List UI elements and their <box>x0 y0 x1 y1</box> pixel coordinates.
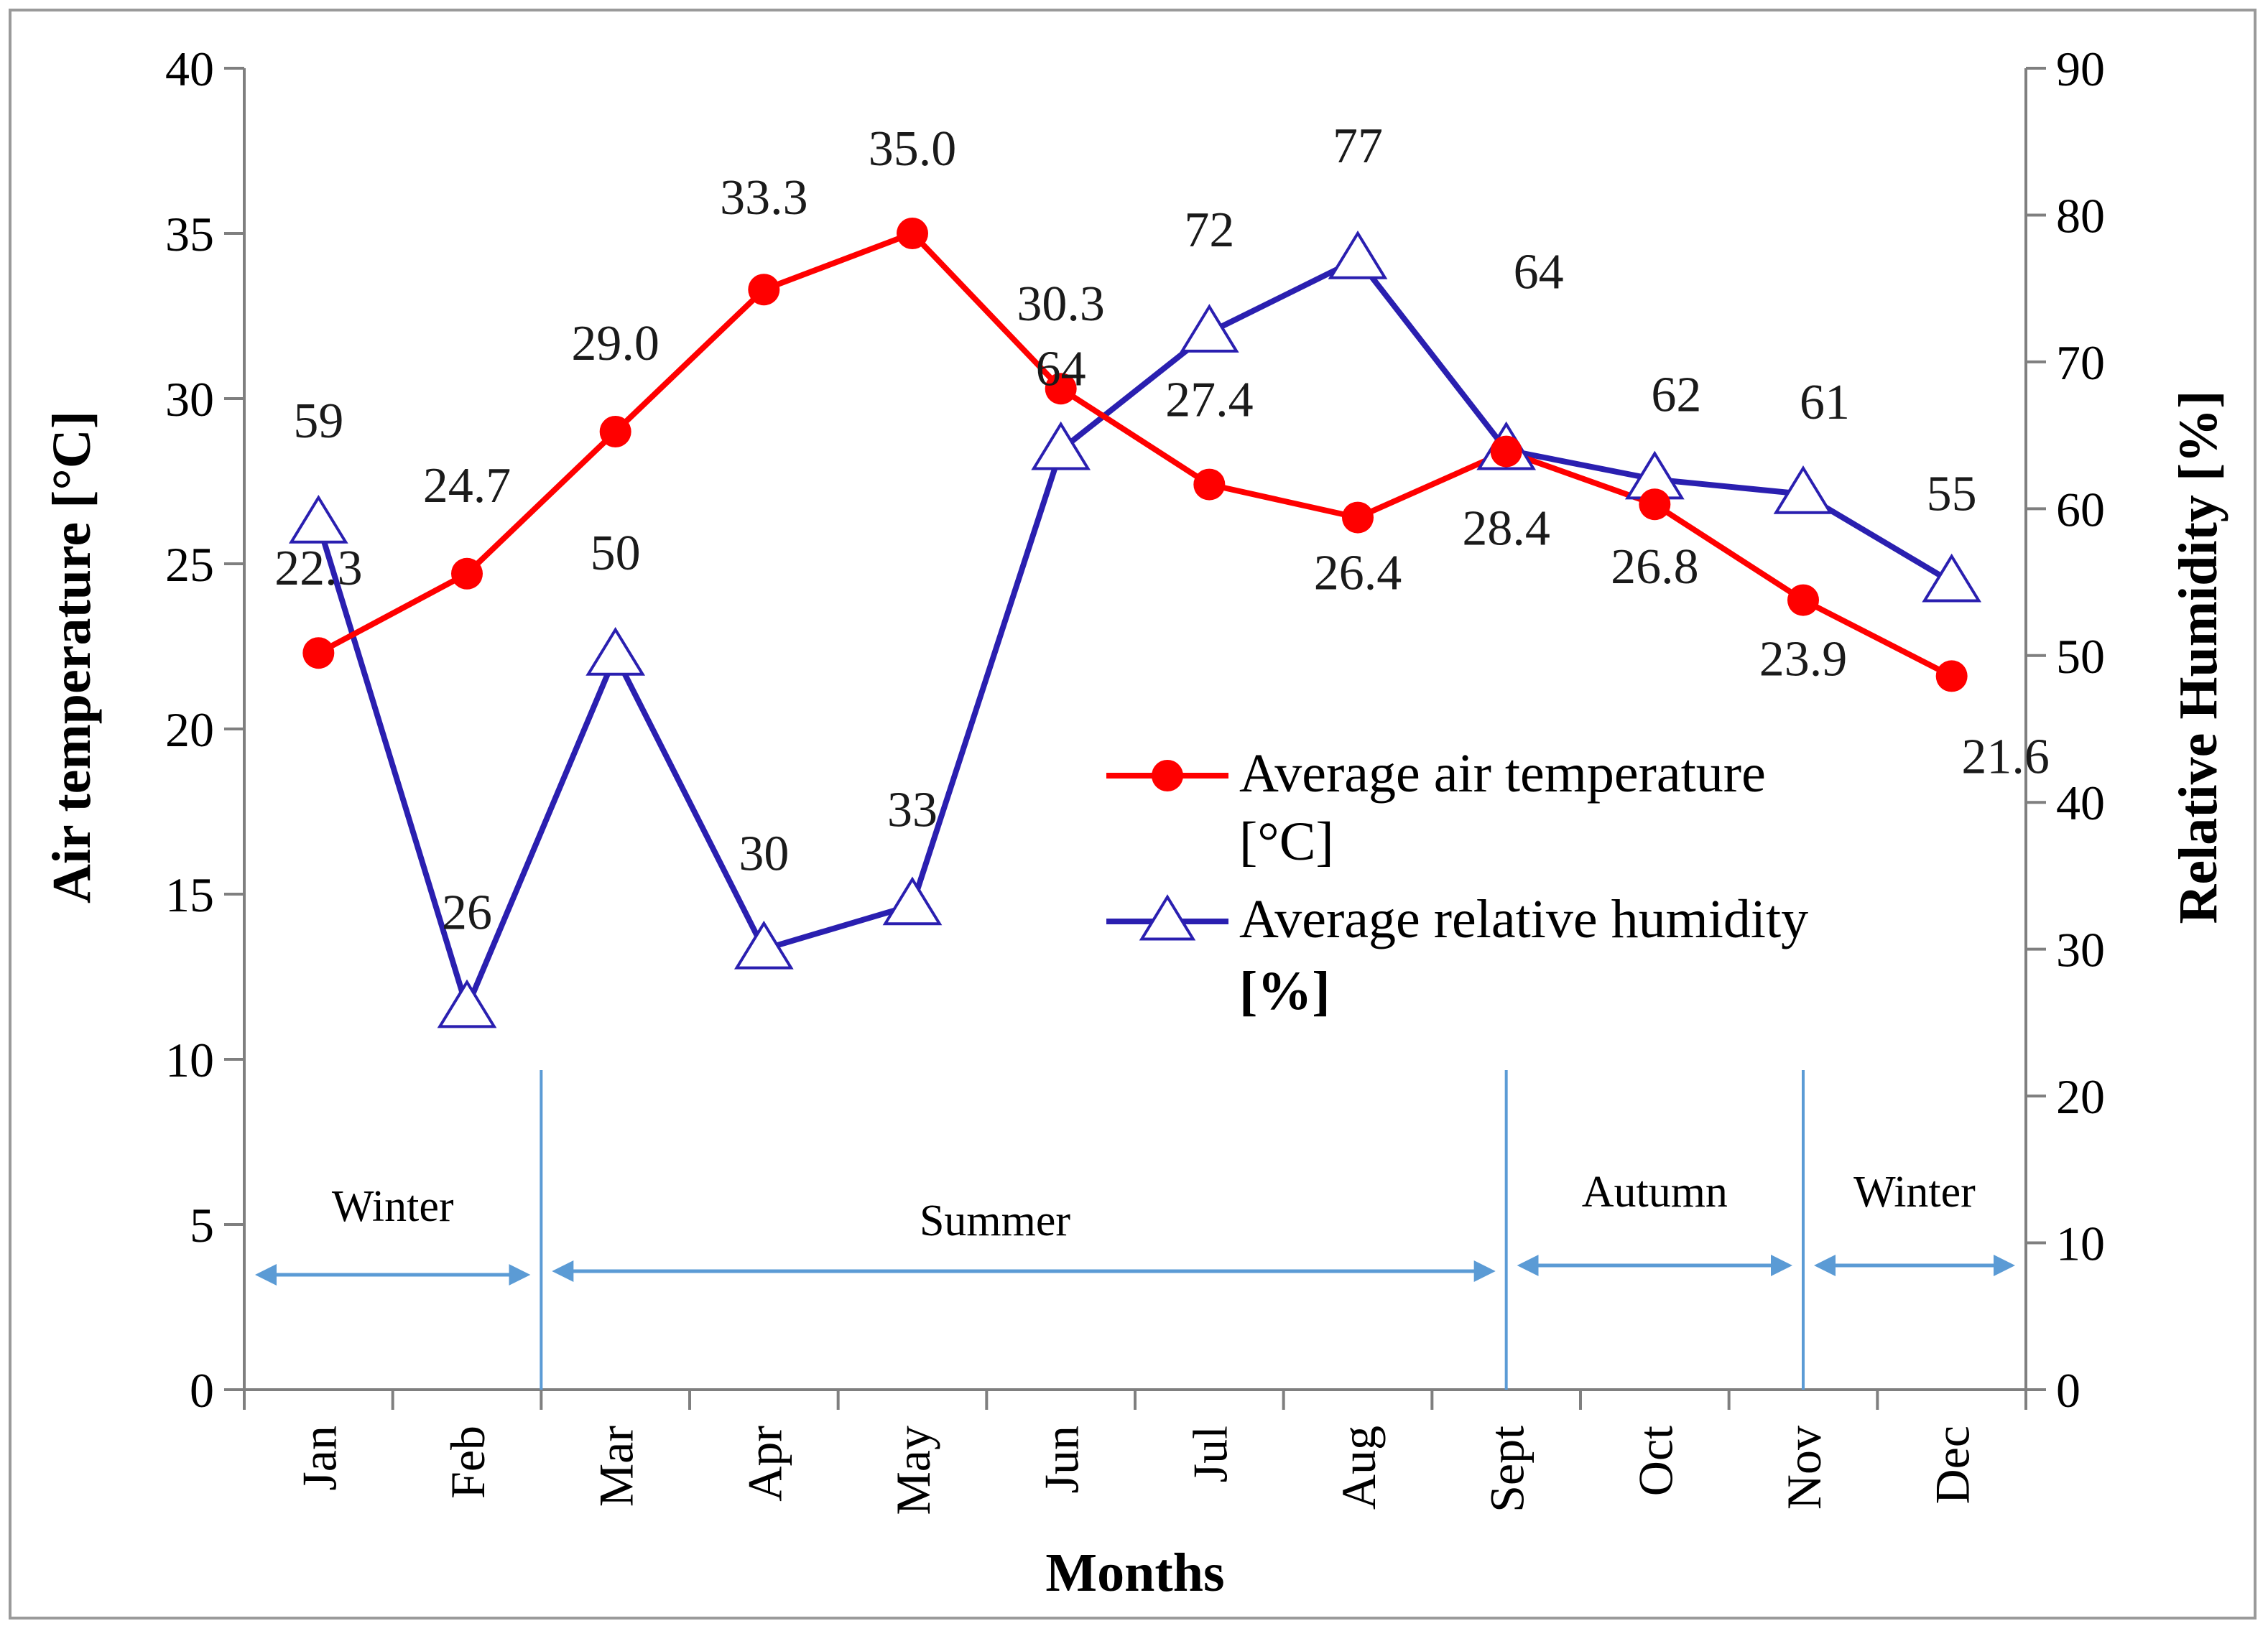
x-tick-label-mar: Mar <box>589 1426 644 1507</box>
legend-humidity-label-line2: [%] <box>1239 961 1330 1021</box>
left-y-tick-label: 15 <box>165 868 214 922</box>
legend-humidity-label-line1: Average relative humidity <box>1239 889 1808 949</box>
temperature-point-jul <box>1193 468 1226 501</box>
humidity-data-label: 55 <box>1927 467 1977 522</box>
temperature-data-label: 22.3 <box>274 541 363 596</box>
temperature-point-aug <box>1342 501 1374 534</box>
temperature-data-label: 26.8 <box>1611 539 1699 595</box>
left-y-tick-label: 25 <box>165 537 214 592</box>
humidity-data-label: 59 <box>293 394 343 449</box>
humidity-data-label: 64 <box>1036 342 1086 397</box>
temperature-point-nov <box>1787 584 1819 616</box>
legend: Average air temperature [°C] Average relat… <box>1106 743 1808 1021</box>
humidity-data-label: 61 <box>1800 375 1850 430</box>
temperature-series-line <box>317 231 1953 679</box>
season-layer: Winter Summer Autumn Winter <box>255 1070 2015 1390</box>
humidity-point-dec <box>1922 553 1982 603</box>
x-tick-label-dec: Dec <box>1925 1426 1980 1504</box>
temperature-data-label: 30.3 <box>1017 277 1105 332</box>
humidity-data-label: 50 <box>591 526 641 581</box>
legend-temperature-marker <box>1152 760 1183 791</box>
humidity-point-aug <box>1328 230 1388 279</box>
series-layer <box>288 218 1982 1028</box>
temperature-data-label: 26.4 <box>1314 546 1402 601</box>
right-y-axis-title: Relative Humidity [%] <box>2168 390 2228 924</box>
humidity-data-label: 62 <box>1651 367 1701 422</box>
left-y-tick-label: 40 <box>165 42 214 96</box>
temperature-data-label: 33.3 <box>720 170 808 226</box>
temperature-point-sept <box>1490 435 1522 468</box>
temperature-point-jan <box>302 637 335 669</box>
humidity-point-jan <box>288 494 348 544</box>
temperature-point-apr <box>748 274 780 306</box>
temperature-data-label: 29.0 <box>571 316 659 371</box>
label-layer: 22.3 24.7 29.0 33.3 35.0 30.3 27.4 26.4 28.4 26.8… <box>274 119 2050 941</box>
x-tick-label-jan: Jan <box>292 1426 346 1491</box>
x-tick-label-jul: Jul <box>1182 1426 1237 1482</box>
legend-humidity-marker <box>1139 894 1196 941</box>
humidity-data-label: 72 <box>1184 203 1234 258</box>
right-y-tick-label: 60 <box>2056 482 2105 536</box>
right-y-tick-label: 80 <box>2056 188 2105 243</box>
x-tick-label-jun: Jun <box>1035 1426 1089 1493</box>
right-y-tick-label: 10 <box>2056 1217 2105 1271</box>
right-y-tick-label: 0 <box>2056 1363 2080 1418</box>
x-tick-label-feb: Feb <box>440 1426 495 1499</box>
axes-layer: 0 5 10 15 20 25 30 35 40 0 10 20 30 40 50 60 70 80 90 Jan Fe… <box>42 42 2228 1603</box>
season-label-autumn: Autumn <box>1582 1168 1728 1217</box>
temperature-point-dec <box>1935 660 1968 692</box>
x-tick-label-oct: Oct <box>1628 1426 1683 1496</box>
temperature-data-label: 28.4 <box>1462 501 1550 557</box>
temperature-point-feb <box>451 557 483 590</box>
humidity-data-label: 33 <box>887 782 938 837</box>
humidity-point-feb <box>437 979 497 1028</box>
temperature-point-mar <box>599 416 631 447</box>
temperature-data-label: 21.6 <box>1961 729 2050 784</box>
humidity-data-label: 77 <box>1333 119 1383 174</box>
temperature-point-oct <box>1639 488 1671 521</box>
x-tick-label-sept: Sept <box>1480 1426 1535 1512</box>
temperature-data-label: 24.7 <box>423 458 512 514</box>
left-y-axis-title: Air temperature [°C] <box>42 411 102 903</box>
left-y-tick-label: 30 <box>165 372 214 427</box>
humidity-point-mar <box>585 626 646 676</box>
humidity-data-label: 26 <box>442 885 492 940</box>
humidity-point-may <box>882 876 943 926</box>
temperature-point-may <box>897 218 928 249</box>
humidity-series-line <box>315 256 1953 1011</box>
right-y-tick-label: 90 <box>2056 42 2105 96</box>
x-tick-label-nov: Nov <box>1777 1426 1831 1510</box>
x-tick-label-aug: Aug <box>1331 1426 1386 1510</box>
temperature-data-label: 35.0 <box>869 121 957 177</box>
left-y-tick-label: 10 <box>165 1033 214 1087</box>
season-label-summer: Summer <box>920 1196 1070 1245</box>
right-y-tick-label: 70 <box>2056 335 2105 390</box>
humidity-data-label: 30 <box>739 827 789 882</box>
x-axis-title: Months <box>1045 1543 1224 1603</box>
temperature-data-label: 27.4 <box>1165 373 1254 428</box>
right-y-tick-label: 50 <box>2056 629 2105 684</box>
season-label-winter: Winter <box>332 1182 454 1231</box>
left-y-tick-label: 20 <box>165 702 214 757</box>
humidity-point-jun <box>1031 421 1091 470</box>
humidity-point-nov <box>1773 465 1833 514</box>
left-y-tick-label: 5 <box>190 1198 214 1253</box>
legend-temperature-label-line1: Average air temperature <box>1239 743 1766 804</box>
left-y-tick-label: 35 <box>165 207 214 261</box>
humidity-data-label: 64 <box>1514 245 1564 300</box>
temperature-data-label: 23.9 <box>1759 632 1848 687</box>
temperature-point-jun <box>1045 373 1077 405</box>
right-y-tick-label: 40 <box>2056 776 2105 830</box>
x-tick-label-may: May <box>886 1426 940 1515</box>
x-tick-label-apr: Apr <box>737 1426 792 1502</box>
chart-frame <box>9 9 2257 1620</box>
humidity-point-jul <box>1179 304 1239 353</box>
legend-temperature-label-line2: [°C] <box>1239 812 1334 872</box>
left-y-tick-label: 0 <box>190 1363 214 1418</box>
season-label-winter: Winter <box>1853 1168 1976 1217</box>
right-y-tick-label: 30 <box>2056 923 2105 977</box>
right-y-tick-label: 20 <box>2056 1069 2105 1124</box>
humidity-point-apr <box>733 920 794 970</box>
